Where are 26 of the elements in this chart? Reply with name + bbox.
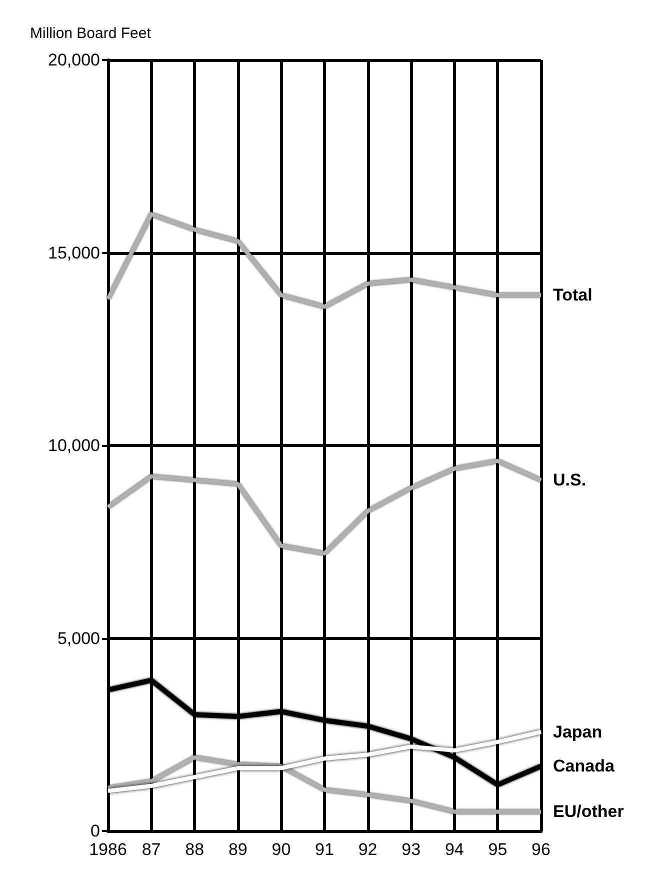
x-tick-label: 91 bbox=[315, 840, 334, 859]
y-tick-label: 10,000 bbox=[48, 436, 100, 455]
y-axis-title: Million Board Feet bbox=[30, 25, 152, 42]
series-label: Japan bbox=[553, 722, 602, 742]
x-tick-label: 88 bbox=[185, 840, 204, 859]
x-tick-label: 1986 bbox=[89, 840, 127, 859]
x-tick-label: 93 bbox=[402, 840, 421, 859]
y-tick-label: 5,000 bbox=[57, 628, 100, 648]
series-label: EU/other bbox=[553, 802, 624, 822]
y-tick-label: 0 bbox=[90, 822, 100, 840]
x-tick-label: 95 bbox=[488, 840, 508, 859]
x-tick-label: 89 bbox=[228, 840, 248, 859]
x-tick-label: 94 bbox=[444, 840, 464, 859]
x-tick-label: 87 bbox=[142, 840, 161, 859]
line-series bbox=[106, 730, 543, 793]
series-label: U.S. bbox=[553, 470, 586, 490]
x-tick-label: 90 bbox=[272, 840, 291, 859]
y-tick-label: 20,000 bbox=[48, 50, 100, 70]
x-tick-label: 92 bbox=[358, 840, 378, 859]
y-tick-label: 15,000 bbox=[48, 243, 100, 262]
line-series bbox=[106, 212, 543, 309]
series-label: Total bbox=[553, 286, 592, 305]
line-series bbox=[106, 755, 543, 814]
line-series bbox=[106, 458, 543, 556]
series-label: Canada bbox=[553, 756, 615, 776]
x-tick-label: 96 bbox=[532, 840, 550, 859]
